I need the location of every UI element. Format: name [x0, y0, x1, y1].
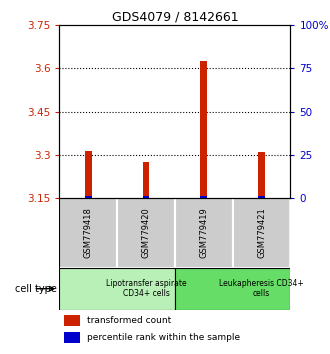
Bar — [233, 198, 290, 268]
Bar — [117, 198, 175, 268]
Bar — [59, 198, 117, 268]
Bar — [258, 196, 265, 198]
Title: GDS4079 / 8142661: GDS4079 / 8142661 — [112, 11, 238, 24]
Text: GSM779421: GSM779421 — [257, 207, 266, 258]
Bar — [64, 332, 80, 343]
Text: GSM779420: GSM779420 — [142, 207, 150, 258]
Text: GSM779419: GSM779419 — [199, 207, 208, 258]
Text: Leukapheresis CD34+
cells: Leukapheresis CD34+ cells — [219, 279, 304, 298]
Text: cell type: cell type — [15, 284, 56, 294]
Bar — [175, 268, 290, 310]
Bar — [258, 152, 265, 198]
Bar — [200, 196, 207, 198]
Bar — [143, 196, 149, 198]
Bar — [175, 198, 233, 268]
Bar — [59, 268, 175, 310]
Text: GSM779418: GSM779418 — [84, 207, 93, 258]
Bar — [85, 196, 92, 198]
Bar — [64, 315, 80, 326]
Bar — [143, 162, 149, 198]
Text: percentile rank within the sample: percentile rank within the sample — [87, 333, 240, 342]
Text: transformed count: transformed count — [87, 316, 171, 325]
Text: Lipotransfer aspirate
CD34+ cells: Lipotransfer aspirate CD34+ cells — [106, 279, 186, 298]
Bar — [200, 61, 207, 198]
Bar — [85, 150, 92, 198]
